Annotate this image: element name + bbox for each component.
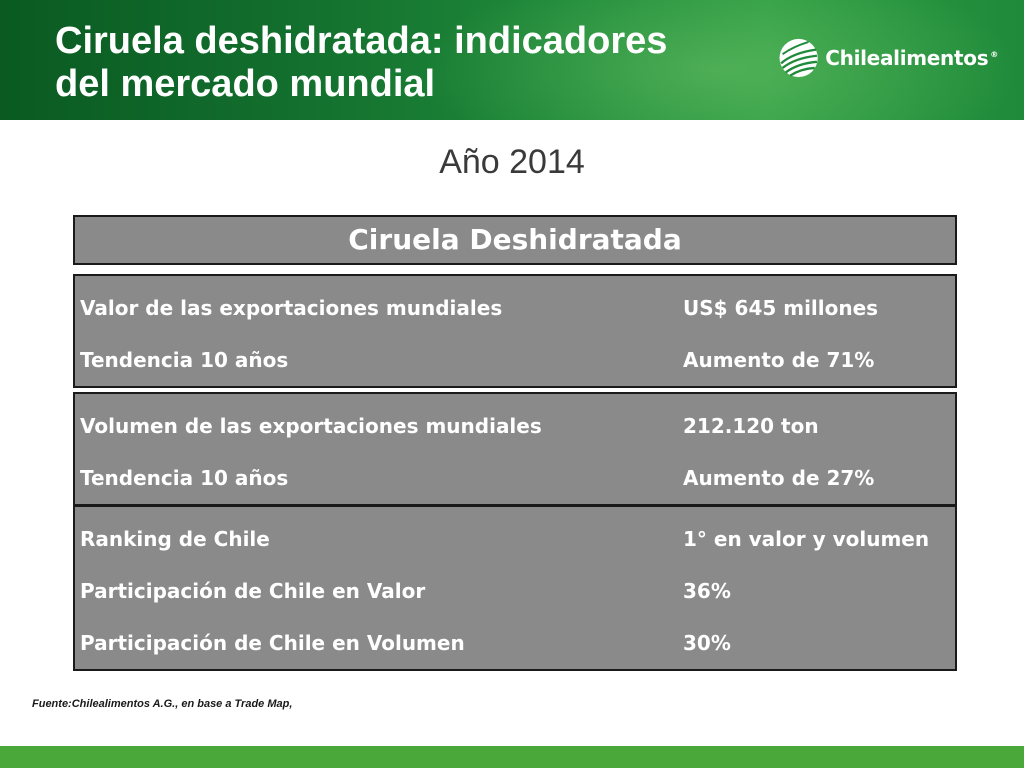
logo-globe-icon xyxy=(779,38,818,78)
table-row: Valor de las exportaciones mundiales US$… xyxy=(75,282,955,334)
header-banner: Ciruela deshidratada: indicadores del me… xyxy=(0,0,1024,120)
row-label: Participación de Chile en Valor xyxy=(80,579,426,603)
row-label: Valor de las exportaciones mundiales xyxy=(80,296,503,320)
table-row: Participación de Chile en Valor 36% xyxy=(75,565,955,617)
table-row: Ranking de Chile 1° en valor y volumen xyxy=(75,513,955,565)
title-line-1: Ciruela deshidratada: indicadores xyxy=(55,20,668,62)
row-value: Aumento de 71% xyxy=(683,348,875,372)
logo-name: Chilealimentos xyxy=(825,46,989,70)
registered-mark: ® xyxy=(990,50,998,60)
export-volume-group: Volumen de las exportaciones mundiales 2… xyxy=(73,392,957,506)
row-label: Tendencia 10 años xyxy=(80,348,289,372)
row-label: Volumen de las exportaciones mundiales xyxy=(80,414,542,438)
chile-ranking-group: Ranking de Chile 1° en valor y volumen P… xyxy=(73,505,957,671)
row-label: Participación de Chile en Volumen xyxy=(80,631,465,655)
export-value-group: Valor de las exportaciones mundiales US$… xyxy=(73,274,957,388)
year-subtitle: Año 2014 xyxy=(439,143,585,181)
row-value: Aumento de 27% xyxy=(683,466,875,490)
table-row: Tendencia 10 años Aumento de 71% xyxy=(75,334,955,386)
row-value: 212.120 ton xyxy=(683,414,819,438)
page-title: Ciruela deshidratada: indicadores del me… xyxy=(55,20,775,106)
row-label: Tendencia 10 años xyxy=(80,466,289,490)
table-row: Participación de Chile en Volumen 30% xyxy=(75,617,955,669)
logo-text: Chilealimentos ® xyxy=(825,46,998,70)
row-label: Ranking de Chile xyxy=(80,527,270,551)
table-row: Tendencia 10 años Aumento de 27% xyxy=(75,452,955,504)
table-row: Volumen de las exportaciones mundiales 2… xyxy=(75,400,955,452)
row-value: US$ 645 millones xyxy=(683,296,879,320)
row-value: 36% xyxy=(683,579,731,603)
chilealimentos-logo: Chilealimentos ® xyxy=(778,30,998,86)
source-note: Fuente:Chilealimentos A.G., en base a Tr… xyxy=(32,698,293,710)
row-value: 1° en valor y volumen xyxy=(683,527,930,551)
row-value: 30% xyxy=(683,631,731,655)
footer-bar xyxy=(0,746,1024,768)
title-line-2: del mercado mundial xyxy=(55,63,436,105)
header-glow xyxy=(420,0,1020,120)
table-heading: Ciruela Deshidratada xyxy=(73,215,957,265)
